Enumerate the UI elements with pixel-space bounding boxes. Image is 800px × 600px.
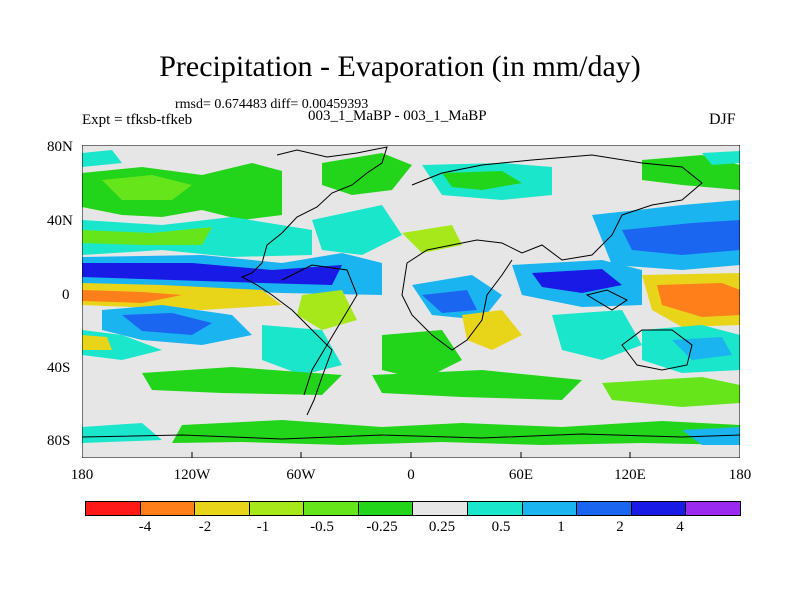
lat-label-40n: 40N xyxy=(47,213,73,229)
colorbar-box-4 xyxy=(248,501,305,516)
colorbar-label-6: 0.25 xyxy=(428,519,456,535)
colorbar-box-9 xyxy=(521,501,578,516)
cases-label: 003_1_MaBP - 003_1_MaBP xyxy=(308,108,487,124)
stats-text: rmsd= 0.674483 diff= 0.00459393 xyxy=(175,97,369,112)
lat-label-0: 0 xyxy=(62,287,70,303)
lon-label-180w: 180 xyxy=(70,467,94,483)
lon-label-180e: 180 xyxy=(728,467,752,483)
lon-label-120e: 120E xyxy=(614,467,646,483)
colorbar-box-6 xyxy=(357,501,414,516)
colorbar xyxy=(85,501,741,516)
colorbar-label-5: -0.25 xyxy=(366,519,398,535)
lon-label-60e: 60E xyxy=(508,467,534,483)
coastlines xyxy=(82,146,740,440)
colorbar-label-3: -1 xyxy=(256,519,270,535)
colorbar-label-2: -2 xyxy=(198,519,212,535)
colorbar-box-7 xyxy=(412,501,469,516)
plot-title: Precipitation - Evaporation (in mm/day) xyxy=(159,50,641,83)
axis-ticks xyxy=(191,452,631,458)
colorbar-label-1: -4 xyxy=(138,519,152,535)
colorbar-label-9: 2 xyxy=(616,519,624,535)
field-north xyxy=(82,150,740,220)
lon-label-60w: 60W xyxy=(286,467,316,483)
lon-label-120w: 120W xyxy=(173,467,211,483)
colorbar-box-8 xyxy=(467,501,523,516)
colorbar-box-2 xyxy=(139,501,196,516)
field-equator xyxy=(82,253,740,350)
colorbar-box-10 xyxy=(576,501,632,516)
map-panel xyxy=(82,145,740,458)
lat-label-80s: 80S xyxy=(47,433,71,449)
colorbar-label-7: 0.5 xyxy=(491,519,511,535)
season-label: DJF xyxy=(709,111,736,128)
field-midlat-north xyxy=(82,200,740,270)
lat-label-40s: 40S xyxy=(47,360,71,376)
colorbar-box-5 xyxy=(303,501,359,516)
lat-label-80n: 80N xyxy=(47,139,73,155)
colorbar-box-1 xyxy=(85,501,141,516)
map-svg xyxy=(82,145,740,458)
field-southern-ocean xyxy=(82,367,740,445)
colorbar-label-8: 1 xyxy=(557,519,565,535)
colorbar-label-10: 4 xyxy=(676,519,684,535)
experiment-label: Expt = tfksb-tfkeb xyxy=(82,112,193,128)
colorbar-box-11 xyxy=(630,501,687,516)
colorbar-box-12 xyxy=(685,501,741,516)
colorbar-box-3 xyxy=(194,501,250,516)
colorbar-label-4: -0.5 xyxy=(310,519,334,535)
lon-label-0: 0 xyxy=(407,467,415,483)
